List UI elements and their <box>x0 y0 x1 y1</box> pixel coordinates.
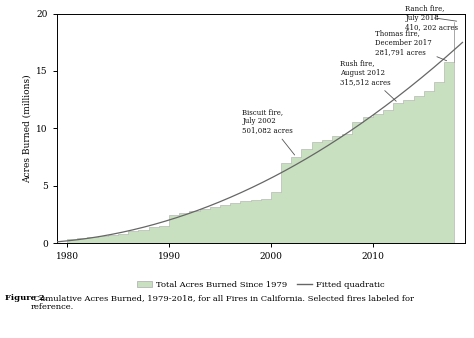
Fitted quadratic <box>396 94 401 98</box>
Text: Ranch fire,
July 2018
410, 202 acres: Ranch fire, July 2018 410, 202 acres <box>405 4 458 31</box>
Line: Fitted quadratic: Fitted quadratic <box>57 42 463 242</box>
Text: Figure 2.: Figure 2. <box>5 294 47 302</box>
Fitted quadratic <box>295 161 301 165</box>
Text: Rush fire,
August 2012
315,512 acres: Rush fire, August 2012 315,512 acres <box>340 59 396 101</box>
Fitted quadratic <box>460 40 465 44</box>
Text: Cumulative Acres Burned, 1979-2018, for all Fires in California. Selected fires : Cumulative Acres Burned, 1979-2018, for … <box>31 294 414 311</box>
Fitted quadratic <box>54 240 60 244</box>
Y-axis label: Acres Burned (millions): Acres Burned (millions) <box>23 74 32 183</box>
Fitted quadratic <box>422 73 428 77</box>
Legend: Total Acres Burned Since 1979, Fitted quadratic: Total Acres Burned Since 1979, Fitted qu… <box>133 277 388 292</box>
Text: Thomas fire,
December 2017
281,791 acres: Thomas fire, December 2017 281,791 acres <box>375 30 447 61</box>
Fitted quadratic <box>294 162 300 166</box>
Fitted quadratic <box>302 157 308 161</box>
Fitted quadratic <box>55 240 61 244</box>
Text: Biscuit fire,
July 2002
501,082 acres: Biscuit fire, July 2002 501,082 acres <box>242 108 295 155</box>
